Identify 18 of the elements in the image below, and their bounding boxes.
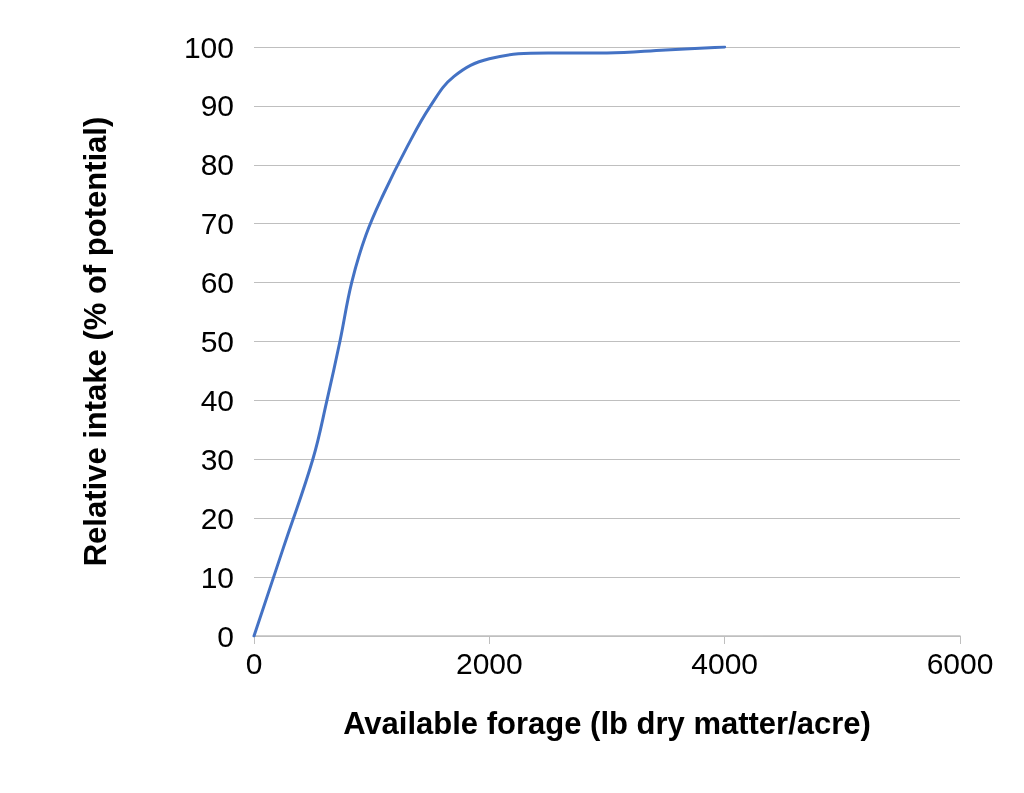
y-tick-label: 20 — [200, 501, 234, 535]
y-tick-label: 30 — [200, 442, 234, 476]
x-tick-label: 6000 — [926, 646, 994, 680]
y-tick-label: 70 — [200, 207, 234, 241]
y-tick-label: 50 — [200, 325, 234, 358]
x-tick-label: 4000 — [691, 646, 759, 680]
x-tick-label: 0 — [245, 646, 263, 680]
y-tick-label: 90 — [200, 89, 234, 123]
y-tick-label: 10 — [200, 560, 234, 594]
y-tick-label: 100 — [183, 30, 234, 64]
y-tick-label: 40 — [200, 383, 234, 417]
line-series — [252, 45, 727, 638]
x-tick-label: 2000 — [455, 646, 523, 680]
y-axis-title: Relative intake (% of potential) — [77, 116, 113, 567]
x-axis-title: Available forage (lb dry matter/acre) — [343, 706, 871, 741]
y-tick-label: 0 — [217, 619, 234, 653]
y-tick-label: 80 — [200, 148, 234, 182]
y-tick-label: 60 — [200, 266, 234, 300]
